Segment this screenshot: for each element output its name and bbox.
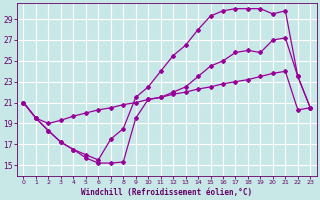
X-axis label: Windchill (Refroidissement éolien,°C): Windchill (Refroidissement éolien,°C) [81,188,252,197]
